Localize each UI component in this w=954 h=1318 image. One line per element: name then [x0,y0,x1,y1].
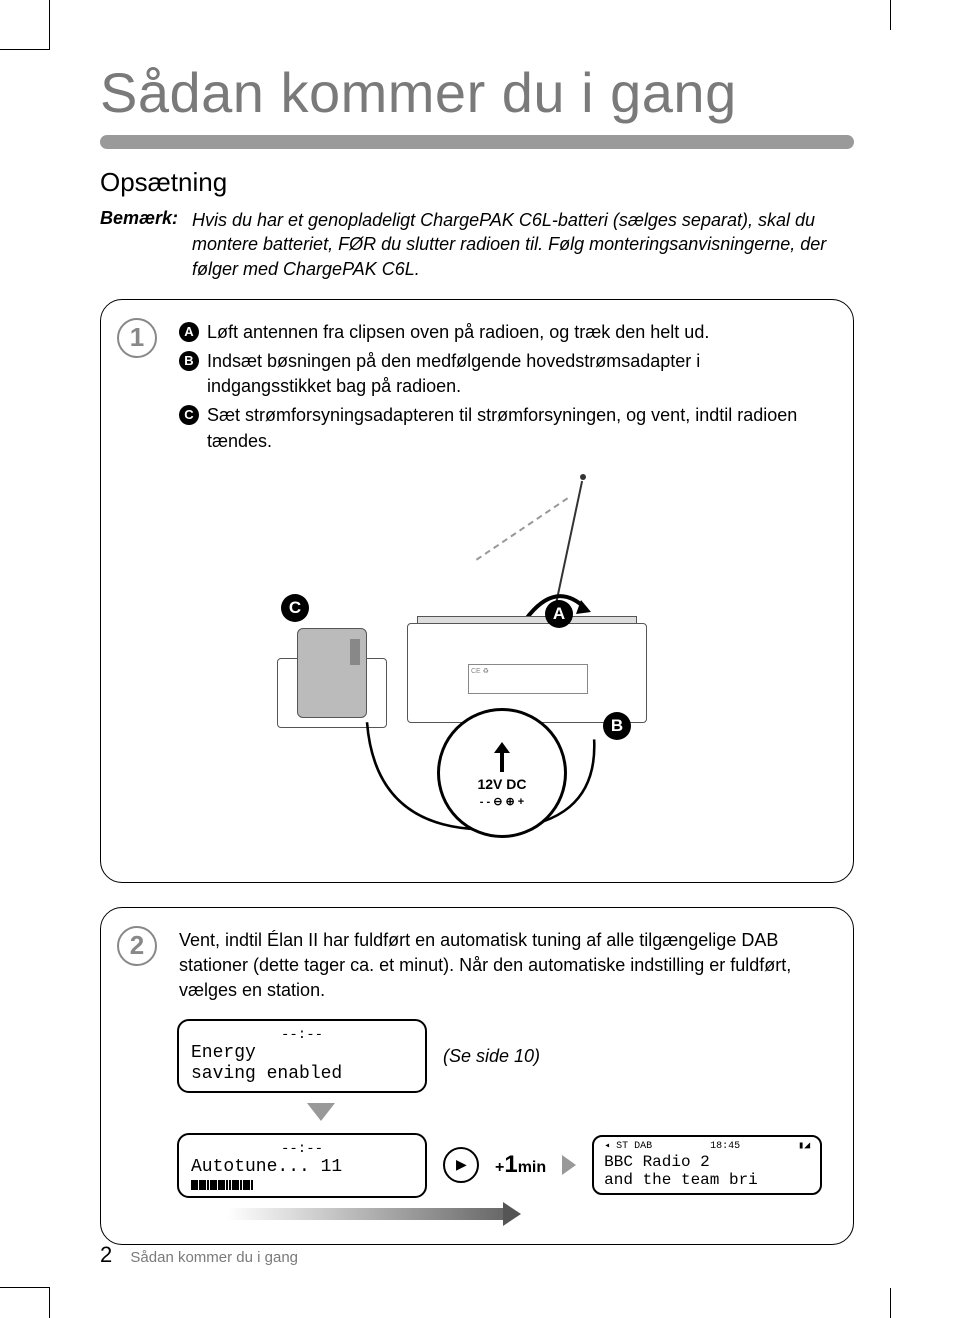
title-bar [100,135,854,149]
lcd1-line1: Energy [191,1043,413,1064]
wait-plus: + [495,1159,504,1176]
step-2-box: 2 Vent, indtil Élan II har fuldført en a… [100,907,854,1245]
power-adapter-icon [297,628,367,718]
lcd3-line1: BBC Radio 2 [604,1153,810,1171]
down-arrow-icon [307,1103,335,1121]
signal-icon: ▮◢ [798,1141,810,1153]
step1-text-c: Sæt strømforsyningsadapteren til strømfo… [207,403,829,453]
clock-icon [443,1147,479,1183]
bullet-a: A [179,322,199,342]
step-number-2: 2 [117,926,157,966]
callout-b: B [603,712,631,740]
setup-diagram: CE ♻ 12V DC - - ⊖ ⊕ + A B C [117,468,829,858]
lcd-screen-2: --:-- Autotune... 11 [177,1133,427,1198]
step-1-box: 1 A Løft antennen fra clipsen oven på ra… [100,299,854,883]
lcd3-time: 18:45 [710,1141,740,1153]
right-arrow-icon [562,1155,576,1175]
callout-a: A [545,600,573,628]
lcd3-line2: and the team bri [604,1171,810,1189]
wait-one: 1 [504,1151,517,1178]
lcd1-line0: --:-- [191,1027,413,1043]
lcd3-topleft: ◂ ST DAB [604,1141,652,1153]
footer-title: Sådan kommer du i gang [130,1249,298,1266]
callout-c: C [281,594,309,622]
lcd-screen-3: ◂ ST DAB 18:45 ▮◢ BBC Radio 2 and the te… [592,1135,822,1195]
zoom-label-1: 12V DC [477,776,526,792]
step1-text-b: Indsæt bøsningen på den medfølgende hove… [207,349,829,399]
note-label: Bemærk: [100,208,192,281]
wait-min: min [518,1159,546,1176]
step2-text: Vent, indtil Élan II har fuldført en aut… [179,928,829,1004]
bullet-c: C [179,405,199,425]
plug-arrow-icon [487,737,517,777]
lcd2-line0: --:-- [191,1141,413,1157]
wait-time-label: +1min [495,1151,546,1179]
progress-arrow-icon [227,1208,507,1220]
radio-body-icon: CE ♻ [407,623,647,723]
note-block: Bemærk: Hvis du har et genopladeligt Cha… [100,208,854,281]
antenna-tip-icon [580,474,586,480]
progress-bar-icon [191,1180,413,1190]
page-footer: 2 Sådan kommer du i gang [100,1242,298,1268]
step1-text-a: Løft antennen fra clipsen oven på radioe… [207,320,709,345]
antenna-fold-line [476,497,568,560]
step-number-1: 1 [117,318,157,358]
page-title: Sådan kommer du i gang [100,60,854,125]
bullet-b: B [179,351,199,371]
note-text: Hvis du har et genopladeligt ChargePAK C… [192,208,854,281]
page-number: 2 [100,1242,112,1267]
lcd2-line1: Autotune... 11 [191,1157,413,1178]
see-page-ref: (Se side 10) [443,1046,540,1067]
lcd1-line2: saving enabled [191,1064,413,1085]
section-subtitle: Opsætning [100,167,854,198]
zoom-inset: 12V DC - - ⊖ ⊕ + [437,708,567,838]
lcd-screen-1: --:-- Energy saving enabled [177,1019,427,1092]
